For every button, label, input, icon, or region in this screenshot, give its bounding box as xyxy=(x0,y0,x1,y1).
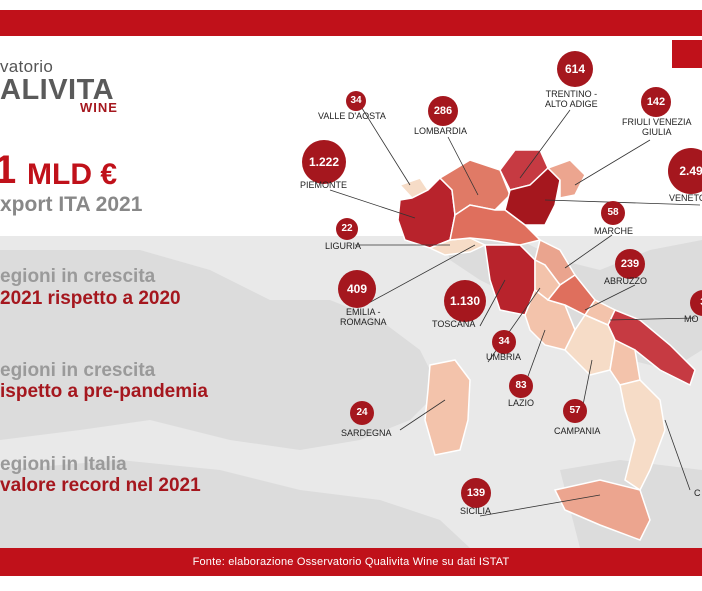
region-calabria xyxy=(619,379,666,492)
badge-valle-aosta: 34 xyxy=(346,91,366,111)
stat-2-label: egioni in crescita xyxy=(0,360,156,381)
label-umbria: UMBRIA xyxy=(486,352,522,362)
badge-sardegna: 24 xyxy=(350,401,374,425)
corner-box xyxy=(672,40,702,68)
badge-piemonte: 1.222 xyxy=(302,140,346,184)
label-liguria: LIGURIA xyxy=(325,241,362,251)
badge-lombardia: 286 xyxy=(428,96,458,126)
logo-text-main: ALIVITA xyxy=(0,74,115,106)
top-bar xyxy=(0,10,702,36)
stat-3-value: valore record nel 2021 xyxy=(0,475,201,496)
region-sardegna xyxy=(424,359,471,456)
label-marche: MARCHE xyxy=(594,226,634,236)
stat-1-value: 2021 rispetto a 2020 xyxy=(0,288,181,309)
logo-text-wine: WINE xyxy=(80,100,118,115)
label-veneto: VENETO xyxy=(669,193,702,203)
stat-3-label: egioni in Italia xyxy=(0,454,127,475)
footer-bar xyxy=(0,548,702,576)
label-lazio: LAZIO xyxy=(508,398,535,408)
badge-trentino: 614 xyxy=(557,51,593,87)
label-valle-aosta: VALLE D'AOSTA xyxy=(318,111,386,121)
badge-abruzzo: 239 xyxy=(615,249,645,279)
badge-lazio: 83 xyxy=(509,374,533,398)
label-sardegna: SARDEGNA xyxy=(341,428,392,438)
label-piemonte: PIEMONTE xyxy=(300,180,348,190)
label-campania: CAMPANIA xyxy=(554,426,601,436)
label-abruzzo: ABRUZZO xyxy=(604,276,648,286)
badge-emilia: 409 xyxy=(338,270,376,308)
label-calabria-partial: C xyxy=(694,488,701,498)
badge-umbria: 34 xyxy=(492,330,516,354)
badge-toscana: 1.130 xyxy=(444,280,486,322)
headline-number: 1 xyxy=(0,148,17,192)
region-sicilia xyxy=(553,479,651,541)
badge-friuli: 142 xyxy=(641,87,671,117)
stat-1-label: egioni in crescita xyxy=(0,266,156,287)
label-trentino: TRENTINO - ALTO ADIGE xyxy=(545,89,598,109)
badge-molise: 3 xyxy=(690,290,702,316)
label-molise: MO xyxy=(684,314,699,324)
badge-campania: 57 xyxy=(563,399,587,423)
footer-source: Fonte: elaborazione Osservatorio Qualivi… xyxy=(192,556,510,568)
logo-text-top: vatorio xyxy=(0,57,54,76)
region-toscana xyxy=(484,244,536,316)
stat-2-value: ispetto a pre-pandemia xyxy=(0,381,208,402)
badge-liguria: 22 xyxy=(336,218,358,240)
badge-veneto: 2.49 xyxy=(668,148,702,194)
label-emilia: EMILIA - ROMAGNA xyxy=(340,307,387,327)
label-friuli: FRIULI VENEZIA GIULIA xyxy=(622,117,692,137)
badge-sicilia: 139 xyxy=(461,478,491,508)
label-sicilia: SICILIA xyxy=(460,506,492,516)
label-lombardia: LOMBARDIA xyxy=(414,126,468,136)
headline-subtitle: xport ITA 2021 xyxy=(0,193,143,216)
label-toscana: TOSCANA xyxy=(432,319,476,329)
badge-marche: 58 xyxy=(601,201,625,225)
region-friuli xyxy=(546,159,586,199)
headline-unit: MLD € xyxy=(27,158,117,191)
